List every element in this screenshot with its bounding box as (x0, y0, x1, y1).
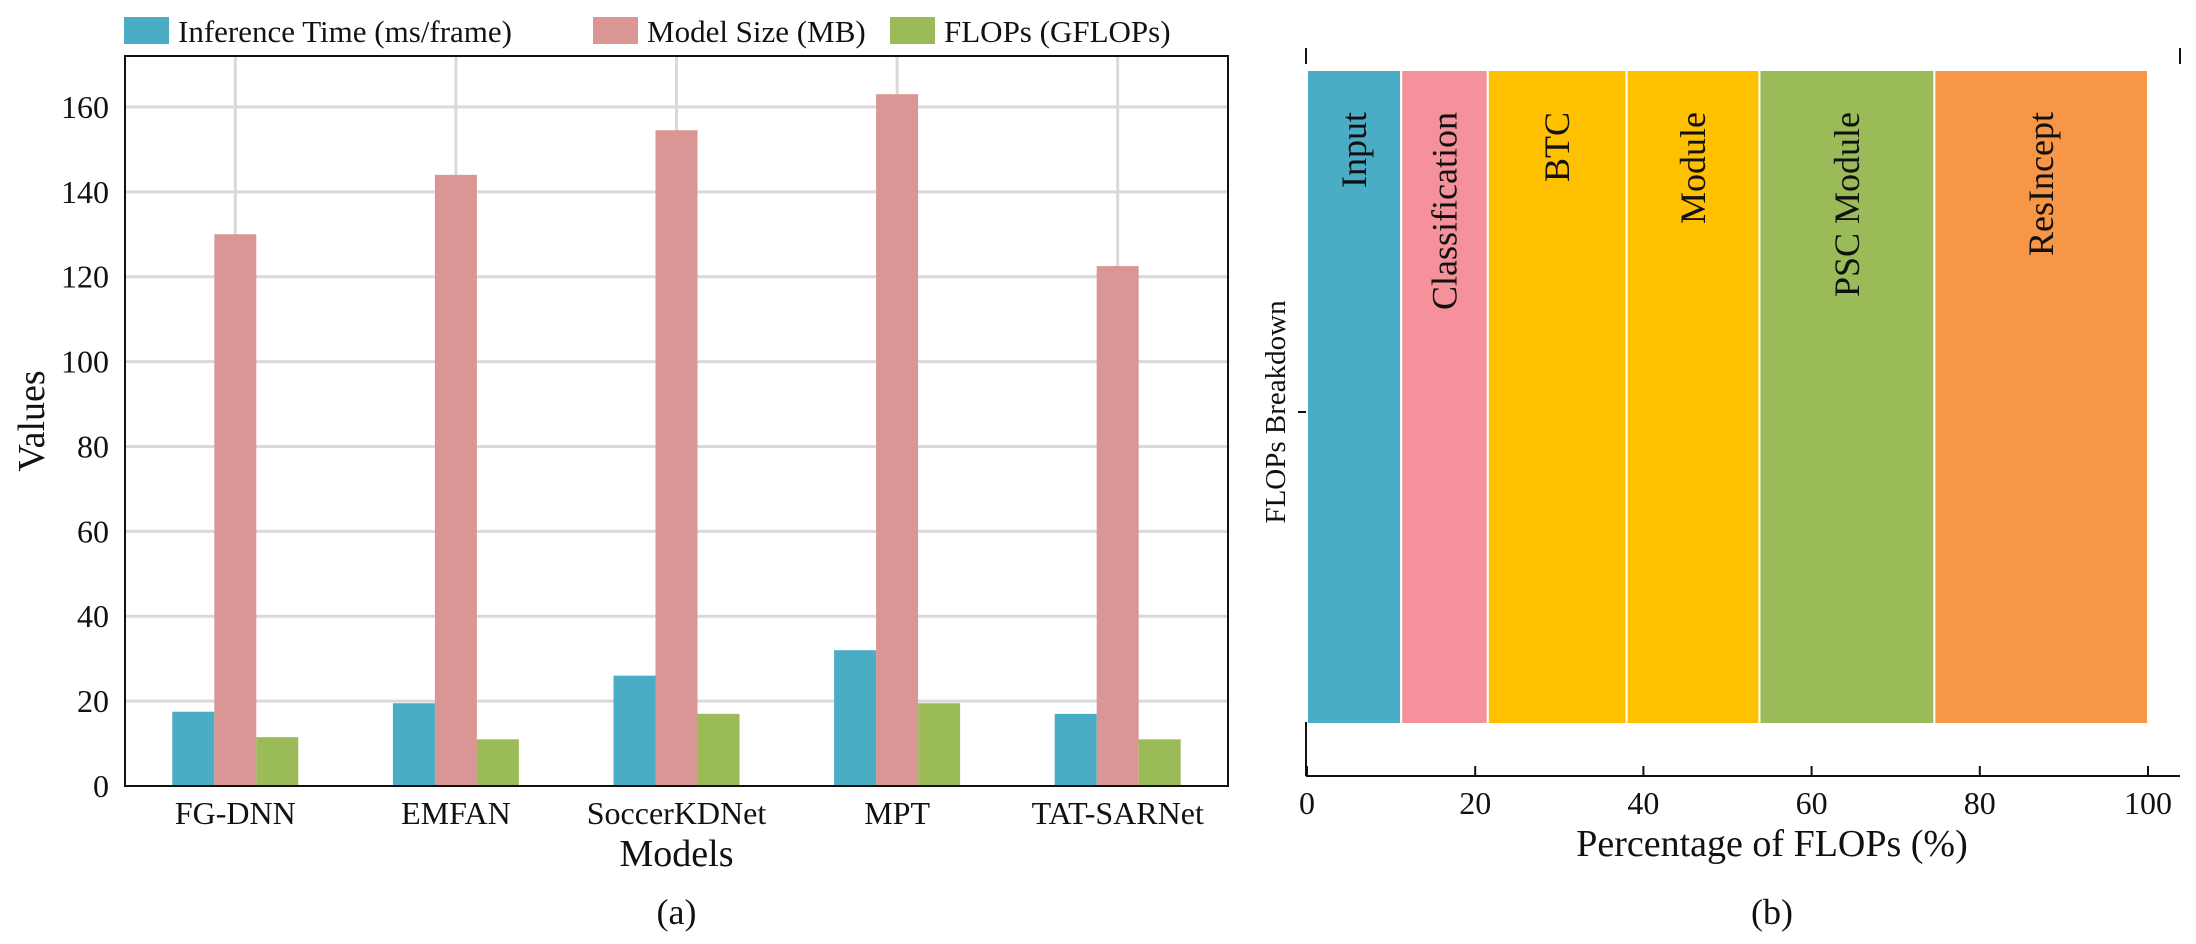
chart-a-x-tick-mpt: MPT (864, 795, 930, 831)
chart-b-x-axis-label: Percentage of FLOPs (%) (1576, 823, 1968, 865)
legend-swatch-inference-time-ms-frame (124, 17, 169, 44)
bar-emfan-flops-gflops (476, 739, 519, 786)
chart-a-bars (172, 94, 1181, 787)
chart-b: Input Classification BTC Module PSC Module Re… (1260, 48, 2181, 932)
chart-a-y-tick-label: 100 (61, 344, 109, 380)
segment-classification (1400, 69, 1489, 725)
bar-tat-sarnet-model-size-mb (1096, 266, 1139, 786)
chart-b-y-axis-label: FLOPs Breakdown (1260, 300, 1292, 524)
segment-input (1306, 69, 1403, 725)
chart-a-legend: Inference Time (ms/frame) Model Size (MB)… (124, 14, 1171, 49)
segment-btc (1486, 69, 1628, 725)
chart-b-segments: Input Classification BTC Module PSC Module Re… (1306, 69, 2149, 725)
bar-soccerkdnet-model-size-mb (655, 130, 698, 786)
bar-emfan-inference-time-ms-frame (392, 703, 435, 786)
legend-label-flops-gflops: FLOPs (GFLOPs) (944, 14, 1171, 49)
bar-fg-dnn-inference-time-ms-frame (172, 711, 215, 786)
bar-soccerkdnet-flops-gflops (697, 713, 740, 786)
chart-a-plot-frame (124, 55, 1229, 787)
chart-a-y-axis-label: Values (11, 370, 53, 471)
chart-a-y-tick-label: 0 (93, 768, 109, 804)
chart-a-x-tick-tat-sarnet: TAT-SARNet (1032, 795, 1204, 831)
segment-label-module: Module (1673, 112, 1713, 224)
legend-label-inference-time-ms-frame: Inference Time (ms/frame) (178, 14, 512, 49)
chart-b-x-tick-label: 20 (1459, 785, 1491, 821)
chart-a-y-tick-label: 40 (77, 598, 109, 634)
chart-b-x-ticks: 0 20 40 60 80 100 (1299, 766, 2172, 821)
legend-swatch-flops-gflops (890, 17, 935, 44)
chart-a-caption: (a) (657, 892, 697, 932)
segment-label-resincept: ResIncept (2021, 112, 2061, 256)
chart-a-x-ticks: FG-DNN EMFAN SoccerKDNet MPT TAT-SARNet (175, 795, 1204, 831)
segment-label-classification: Classification (1425, 112, 1465, 310)
chart-b-x-tick-label: 60 (1796, 785, 1828, 821)
segment-psc-module (1758, 69, 1936, 725)
bar-fg-dnn-model-size-mb (214, 234, 257, 787)
chart-b-caption: (b) (1751, 892, 1793, 932)
chart-a-x-tick-fg-dnn: FG-DNN (175, 795, 296, 831)
segment-label-psc-module: PSC Module (1827, 112, 1867, 297)
chart-a-y-tick-label: 160 (61, 89, 109, 125)
bar-mpt-flops-gflops (918, 703, 961, 786)
chart-b-x-tick-label: 100 (2124, 785, 2172, 821)
bar-mpt-model-size-mb (876, 94, 919, 786)
chart-b-x-tick-label: 0 (1299, 785, 1315, 821)
chart-a-y-tick-label: 140 (61, 174, 109, 210)
bar-tat-sarnet-inference-time-ms-frame (1054, 713, 1097, 786)
chart-a-x-tick-soccerkdnet: SoccerKDNet (587, 795, 767, 831)
chart-a-y-tick-label: 120 (61, 259, 109, 295)
bar-tat-sarnet-flops-gflops (1138, 739, 1181, 786)
segment-module (1625, 69, 1761, 725)
chart-a-y-tick-label: 20 (77, 683, 109, 719)
segment-resincept (1933, 69, 2149, 725)
bar-fg-dnn-flops-gflops (256, 737, 299, 786)
bar-emfan-model-size-mb (434, 174, 477, 786)
chart-a-x-axis-label: Models (620, 833, 734, 875)
legend-swatch-model-size-mb (593, 17, 638, 44)
legend-label-model-size-mb: Model Size (MB) (647, 14, 866, 49)
segment-label-input: Input (1334, 112, 1374, 188)
chart-a-y-ticks: 0 20 40 60 80 100 120 140 160 (61, 89, 109, 804)
chart-a-y-tick-label: 60 (77, 513, 109, 549)
chart-a-x-tick-emfan: EMFAN (401, 795, 511, 831)
segment-label-btc: BTC (1537, 112, 1577, 182)
bar-mpt-inference-time-ms-frame (834, 650, 877, 786)
bar-soccerkdnet-inference-time-ms-frame (613, 675, 656, 786)
chart-b-x-tick-label: 40 (1627, 785, 1659, 821)
chart-a: 0 20 40 60 80 100 120 140 160 FG-DNN EMFAN SoccerK… (11, 14, 1229, 932)
chart-b-x-tick-label: 80 (1964, 785, 1996, 821)
chart-a-y-tick-label: 80 (77, 428, 109, 464)
